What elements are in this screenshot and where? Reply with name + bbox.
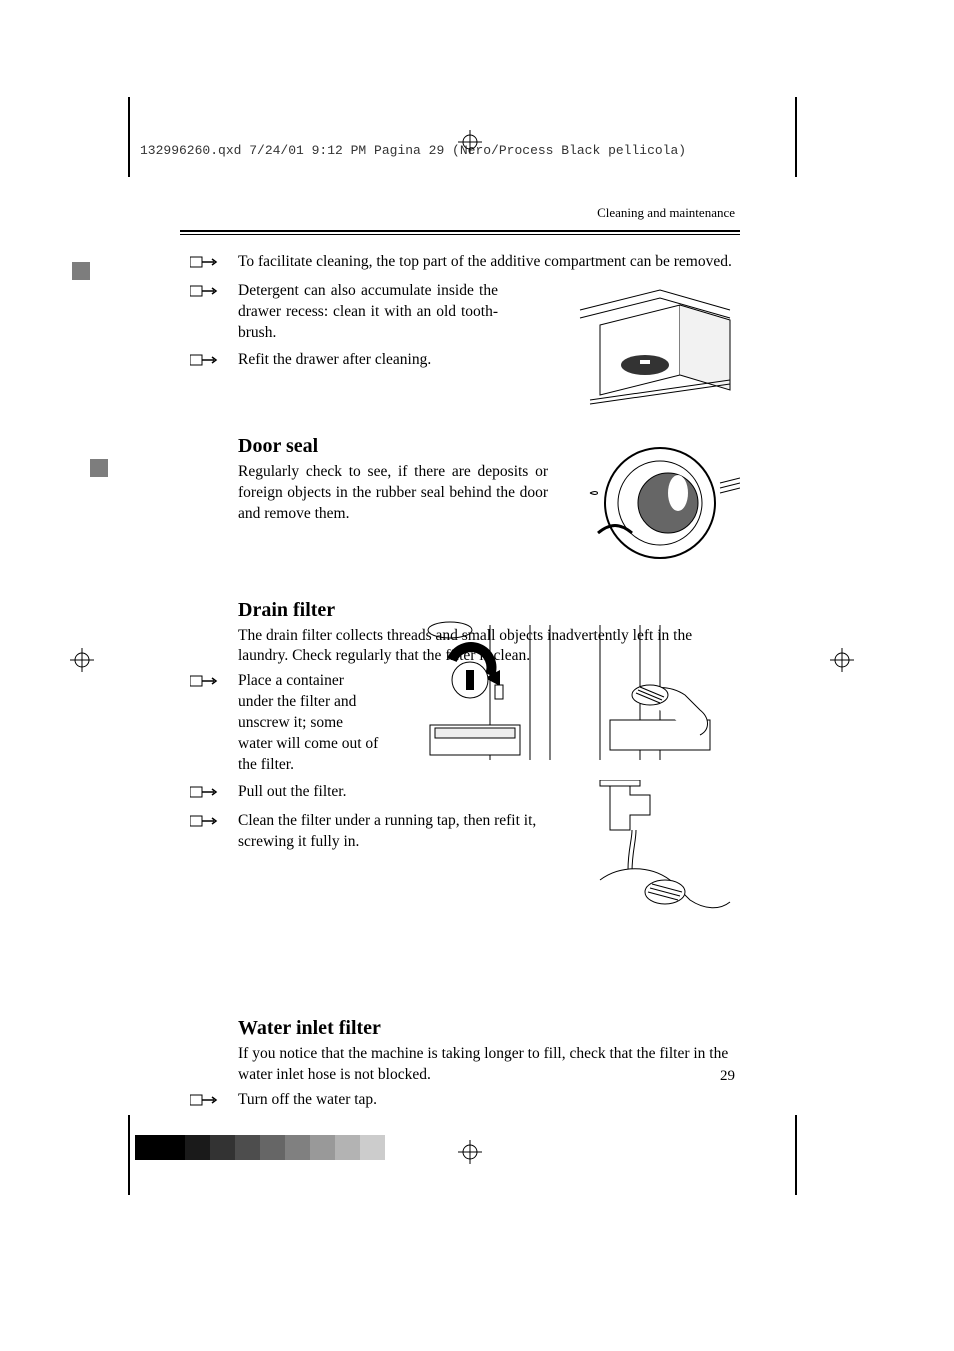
body-text: The drain filter collects threads and sm… <box>238 626 740 668</box>
instruction-text: Clean the filter under a running tap, th… <box>238 811 538 853</box>
color-swatch <box>210 1135 235 1160</box>
body-text: Regularly check to see, if there are dep… <box>238 462 548 525</box>
print-header: 132996260.qxd 7/24/01 9:12 PM Pagina 29 … <box>140 143 686 158</box>
heading-door-seal: Door seal <box>238 435 740 458</box>
crop-mark <box>795 97 797 177</box>
hand-pointer-icon <box>190 811 238 853</box>
crop-mark <box>795 1115 797 1195</box>
divider <box>180 230 740 232</box>
running-head: Cleaning and maintenance <box>597 205 735 221</box>
margin-marker <box>72 262 90 280</box>
hand-pointer-icon <box>190 671 238 776</box>
color-swatch <box>260 1135 285 1160</box>
heading-water-inlet: Water inlet filter <box>238 1017 740 1040</box>
color-bar <box>135 1135 385 1160</box>
page: Cleaning and maintenance <box>130 180 800 1110</box>
instruction-text: Refit the drawer after cleaning. <box>238 350 498 373</box>
register-mark-icon <box>70 648 94 677</box>
instruction-text: Turn off the water tap. <box>238 1090 377 1113</box>
hand-pointer-icon <box>190 281 238 344</box>
color-swatch <box>285 1135 310 1160</box>
page-number: 29 <box>720 1068 735 1085</box>
crop-mark <box>128 1115 130 1195</box>
instruction-text: Pull out the filter. <box>238 782 380 805</box>
hand-pointer-icon <box>190 252 238 275</box>
color-swatch <box>135 1135 160 1160</box>
hand-pointer-icon <box>190 782 238 805</box>
crop-mark <box>128 97 130 177</box>
color-swatch <box>160 1135 185 1160</box>
color-swatch <box>360 1135 385 1160</box>
body-text: If you notice that the machine is taking… <box>238 1044 740 1086</box>
instruction-text: Place a container under the filter and u… <box>238 671 380 776</box>
color-swatch <box>185 1135 210 1160</box>
hand-pointer-icon <box>190 1090 238 1113</box>
instruction-text: To facilitate cleaning, the top part of … <box>238 252 732 275</box>
hand-pointer-icon <box>190 350 238 373</box>
color-swatch <box>235 1135 260 1160</box>
register-mark-icon <box>458 1140 482 1169</box>
register-mark-icon <box>458 130 482 159</box>
divider <box>180 234 740 235</box>
register-mark-icon <box>830 648 854 677</box>
color-swatch <box>310 1135 335 1160</box>
instruction-text: Detergent can also accumulate inside the… <box>238 281 498 344</box>
color-swatch <box>335 1135 360 1160</box>
margin-marker <box>90 459 108 477</box>
heading-drain-filter: Drain filter <box>238 599 740 622</box>
